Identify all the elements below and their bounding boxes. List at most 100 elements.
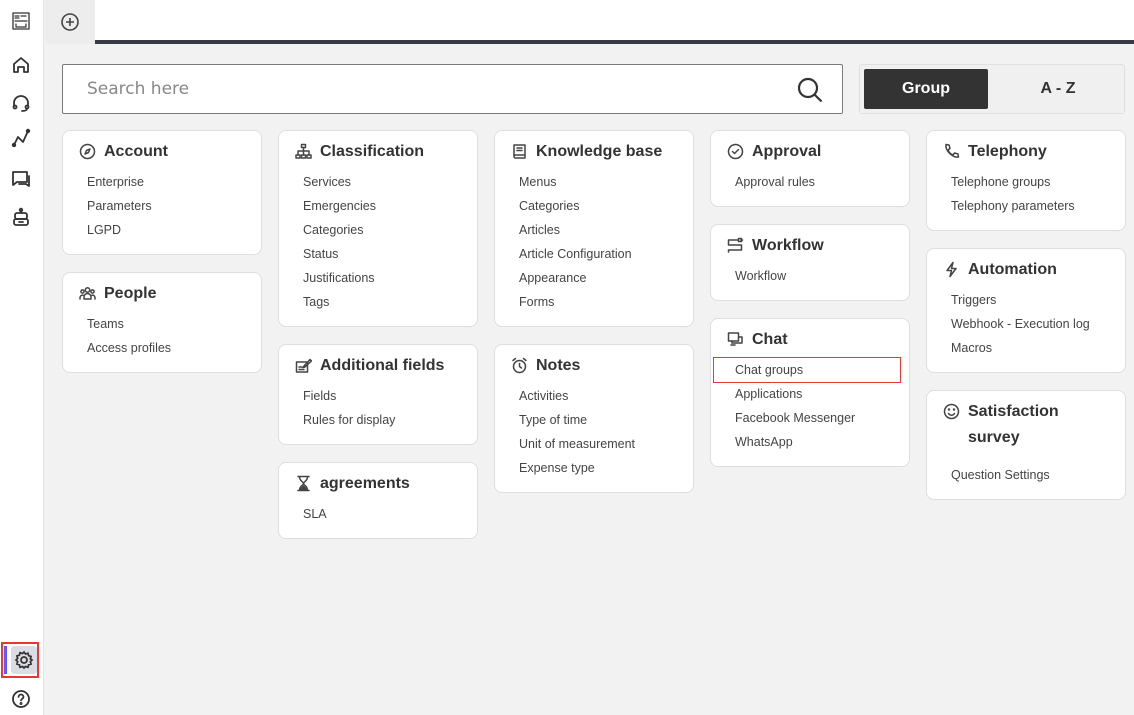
card-title: Chat	[711, 330, 909, 350]
card-title: Telephony	[927, 142, 1125, 162]
settings-button[interactable]	[1, 642, 39, 678]
menu-link-whatsapp[interactable]: WhatsApp	[735, 435, 793, 449]
card-title-text: Additional fields	[320, 357, 445, 374]
menu-link-webhook-execution-log[interactable]: Webhook - Execution log	[951, 317, 1090, 331]
menu-link-telephony-parameters[interactable]: Telephony parameters	[951, 199, 1075, 213]
card-column: Account Enterprise Parameters LGPD People Tea…	[62, 130, 262, 373]
menu-link-articles[interactable]: Articles	[519, 223, 560, 237]
menu-link-workflow[interactable]: Workflow	[735, 269, 787, 283]
workflow-card: Workflow Workflow	[710, 224, 910, 301]
menu-link-forms[interactable]: Forms	[519, 295, 555, 309]
menu-link-enterprise[interactable]: Enterprise	[87, 175, 144, 189]
classification-card: Classification Services Emergencies Categor…	[278, 130, 478, 327]
card-title: Additional fields	[279, 356, 477, 376]
people-card: People Teams Access profiles	[62, 272, 262, 373]
card-title: Automation	[927, 260, 1125, 280]
card-title-text: Telephony	[968, 143, 1047, 160]
people-icon	[79, 287, 96, 300]
agreements-icon	[297, 475, 310, 492]
menu-link-access-profiles[interactable]: Access profiles	[87, 341, 172, 355]
group-view-button[interactable]: Group	[864, 69, 988, 109]
search-icon[interactable]	[796, 76, 824, 104]
az-view-button[interactable]: A - Z	[1040, 80, 1076, 97]
analytics-icon[interactable]	[8, 125, 34, 151]
menu-link-facebook-messenger[interactable]: Facebook Messenger	[735, 411, 856, 425]
new-tab-button[interactable]	[45, 0, 95, 44]
menu-link-categories[interactable]: Categories	[303, 223, 364, 237]
logo-icon[interactable]	[8, 8, 34, 34]
menu-link-article-configuration[interactable]: Article Configuration	[519, 247, 632, 261]
card-title: Approval	[711, 142, 909, 162]
card-title-text: Automation	[968, 261, 1057, 278]
card-column: Approval Approval rules Workflow Workflow Ch…	[710, 130, 910, 467]
menu-link-justifications[interactable]: Justifications	[303, 271, 375, 285]
menu-link-teams[interactable]: Teams	[87, 317, 124, 331]
menu-link-appearance[interactable]: Appearance	[519, 271, 587, 285]
menu-link-categories[interactable]: Categories	[519, 199, 580, 213]
agreements-card: agreements SLA	[278, 462, 478, 539]
card-title: Satisfaction survey	[927, 402, 1125, 451]
menu-link-macros[interactable]: Macros	[951, 341, 992, 355]
menu-link-fields[interactable]: Fields	[303, 389, 337, 403]
gear-icon	[14, 650, 34, 670]
notes-card: Notes Activities Type of time Unit of measu…	[494, 344, 694, 493]
menu-link-emergencies[interactable]: Emergencies	[303, 199, 376, 213]
telephony-icon	[945, 143, 960, 158]
menu-link-type-of-time[interactable]: Type of time	[519, 413, 588, 427]
menu-link-tags[interactable]: Tags	[303, 295, 330, 309]
card-title-text: Account	[104, 143, 168, 160]
account-icon	[79, 143, 96, 160]
card-title-text: Notes	[536, 357, 581, 374]
card-title-text: agreements	[320, 475, 410, 492]
card-title-text: Approval	[752, 143, 822, 160]
card-title: Classification	[279, 142, 477, 162]
menu-link-parameters[interactable]: Parameters	[87, 199, 152, 213]
automation-icon	[946, 261, 957, 278]
card-title-text: Satisfaction survey	[968, 403, 1059, 446]
menu-link-approval-rules[interactable]: Approval rules	[735, 175, 815, 189]
card-column: Classification Services Emergencies Categor…	[278, 130, 478, 539]
sidebar	[0, 0, 44, 715]
chat-card: Chat Chat groups Applications Facebook Mess…	[710, 318, 910, 467]
chat-icon[interactable]	[8, 166, 34, 192]
card-title-text: Workflow	[752, 237, 824, 254]
additional-fields-icon	[295, 358, 312, 373]
knowledge-base-icon	[513, 144, 526, 159]
menu-link-triggers[interactable]: Triggers	[951, 293, 997, 307]
menu-link-services[interactable]: Services	[303, 175, 351, 189]
headset-icon[interactable]	[8, 90, 34, 116]
help-icon[interactable]	[8, 686, 34, 712]
menu-link-rules-for-display[interactable]: Rules for display	[303, 413, 396, 427]
satisfaction-card: Satisfaction survey Question Settings	[926, 390, 1126, 500]
menu-link-lgpd[interactable]: LGPD	[87, 223, 122, 237]
menu-link-telephone-groups[interactable]: Telephone groups	[951, 175, 1051, 189]
home-icon[interactable]	[8, 52, 34, 78]
card-title-text: Classification	[320, 143, 425, 160]
menu-link-activities[interactable]: Activities	[519, 389, 569, 403]
approval-card: Approval Approval rules	[710, 130, 910, 207]
menu-link-status[interactable]: Status	[303, 247, 339, 261]
search-input[interactable]	[63, 65, 783, 113]
card-column: Knowledge base Menus Categories Articles Art…	[494, 130, 694, 493]
menu-link-sla[interactable]: SLA	[303, 507, 327, 521]
card-title-text: Chat	[752, 331, 788, 348]
approval-icon	[727, 143, 744, 160]
telephony-card: Telephony Telephone groups Telephony param…	[926, 130, 1126, 231]
chat-icon	[727, 332, 743, 346]
card-title: Account	[63, 142, 261, 162]
additional-fields-card: Additional fields Fields Rules for display	[278, 344, 478, 445]
menu-link-menus[interactable]: Menus	[519, 175, 557, 189]
tab-bar	[45, 0, 1134, 44]
menu-link-chat-groups[interactable]: Chat groups	[713, 357, 901, 383]
menu-link-question-settings[interactable]: Question Settings	[951, 468, 1050, 482]
menu-link-expense-type[interactable]: Expense type	[519, 461, 595, 475]
classification-icon	[295, 143, 312, 159]
menu-link-applications[interactable]: Applications	[735, 387, 803, 401]
bot-icon[interactable]	[8, 204, 34, 230]
knowledge-base-card: Knowledge base Menus Categories Articles Art…	[494, 130, 694, 327]
view-toggle: Group A - Z	[859, 64, 1125, 114]
card-title: Knowledge base	[495, 142, 693, 162]
card-title: Workflow	[711, 236, 909, 256]
notes-icon	[512, 357, 527, 374]
menu-link-unit-of-measurement[interactable]: Unit of measurement	[519, 437, 636, 451]
